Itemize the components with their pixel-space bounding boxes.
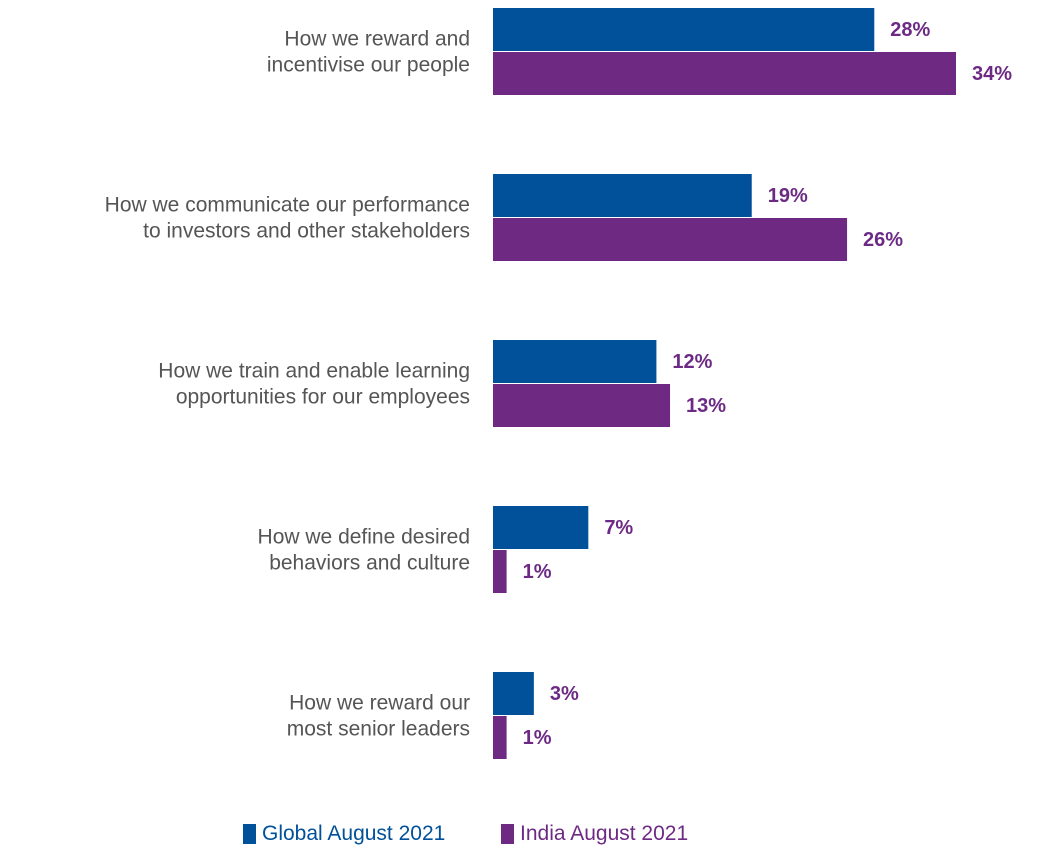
bar-global <box>493 672 534 715</box>
data-label: 7% <box>604 517 633 539</box>
data-label: 28% <box>890 19 930 41</box>
bar-chart: How we reward and incentivise our people 2… <box>105 8 1012 759</box>
bar-global <box>493 174 752 217</box>
bar-global <box>493 340 657 383</box>
category-label: How we reward our <box>289 692 470 715</box>
bar-india <box>493 218 848 261</box>
category-label: incentivise our people <box>267 54 470 77</box>
legend-label-global: Global August 2021 <box>262 822 446 845</box>
legend-item-india: India August 2021 <box>501 822 688 846</box>
bar-global <box>493 8 875 51</box>
legend-swatch-global <box>243 824 256 844</box>
legend-swatch-india <box>501 824 514 844</box>
category-label: How we communicate our performance <box>105 194 470 217</box>
data-label: 34% <box>972 63 1012 85</box>
data-label: 1% <box>523 561 552 583</box>
data-label: 3% <box>550 683 579 705</box>
bar-india <box>493 716 507 759</box>
legend-label-india: India August 2021 <box>520 822 689 845</box>
category-label: How we reward and <box>284 28 470 51</box>
bar-global <box>493 506 589 549</box>
category-label: How we define desired <box>258 526 470 549</box>
legend: Global August 2021 India August 2021 <box>0 822 1051 850</box>
bar-india <box>493 550 507 593</box>
category-group: How we define desired behaviors and cultu… <box>258 506 633 593</box>
category-group: How we train and enable learning opportun… <box>158 340 726 427</box>
data-label: 19% <box>768 185 808 207</box>
category-group: How we reward our most senior leaders 3% 1% <box>287 672 579 759</box>
data-label: 1% <box>523 727 552 749</box>
data-label: 13% <box>686 395 726 417</box>
bar-india <box>493 384 671 427</box>
category-label: most senior leaders <box>287 718 470 741</box>
category-label: opportunities for our employees <box>176 386 470 409</box>
bar-india <box>493 52 956 95</box>
data-label: 12% <box>672 351 712 373</box>
category-group: How we communicate our performance to inv… <box>105 174 903 261</box>
category-label: behaviors and culture <box>269 552 470 575</box>
legend-item-global: Global August 2021 <box>243 822 445 846</box>
data-label: 26% <box>863 229 903 251</box>
category-group: How we reward and incentivise our people 2… <box>267 8 1012 95</box>
category-label: to investors and other stakeholders <box>143 220 470 243</box>
category-label: How we train and enable learning <box>158 360 470 383</box>
